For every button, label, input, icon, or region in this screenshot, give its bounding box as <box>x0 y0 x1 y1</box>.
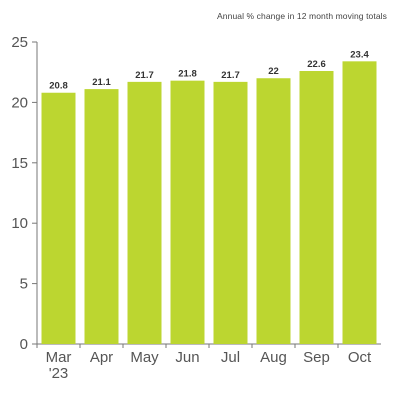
x-tick-label: Apr <box>90 349 113 366</box>
y-tick-label: 20 <box>11 94 28 111</box>
y-tick-label: 25 <box>11 34 28 51</box>
x-tick-label: Sep <box>303 349 330 366</box>
x-tick-label: Aug <box>260 349 287 366</box>
bar <box>84 89 119 344</box>
data-label: 20.8 <box>49 81 68 92</box>
x-tick-label: Oct <box>348 349 372 366</box>
bar <box>127 81 162 344</box>
bar <box>213 81 248 344</box>
x-tick-label: Jun <box>175 349 199 366</box>
y-tick-label: 10 <box>11 215 28 232</box>
data-label: 22.6 <box>307 59 326 70</box>
data-label: 22 <box>268 66 279 77</box>
data-label: 21.1 <box>92 77 111 88</box>
bar <box>41 92 76 345</box>
bar <box>299 70 334 344</box>
data-label: 21.7 <box>221 70 240 81</box>
chart-subtitle: Annual % change in 12 month moving total… <box>217 11 387 21</box>
y-tick-label: 0 <box>20 336 28 353</box>
bar <box>170 80 205 344</box>
y-tick-label: 15 <box>11 155 28 172</box>
data-label: 23.4 <box>350 49 369 60</box>
x-tick-label: Mar <box>46 349 72 366</box>
y-tick-label: 5 <box>20 276 28 293</box>
data-label: 21.8 <box>178 69 197 80</box>
x-tick-sublabel: '23 <box>49 365 69 382</box>
x-tick-label: Jul <box>221 349 240 366</box>
bar <box>256 78 291 345</box>
x-tick-label: May <box>130 349 159 366</box>
bar <box>342 61 377 344</box>
data-label: 21.7 <box>135 70 154 81</box>
